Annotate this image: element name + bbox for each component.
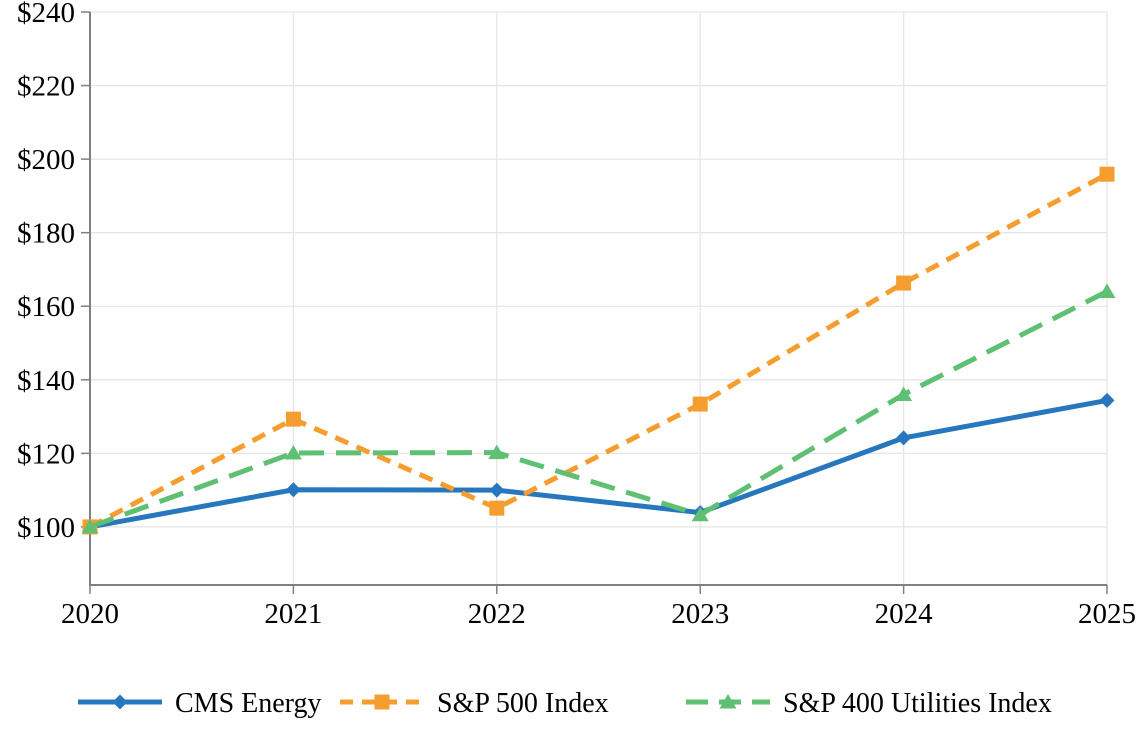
series-marker-s-p-500-index [489, 500, 505, 516]
x-tick-label: 2022 [468, 598, 526, 630]
y-tick-label: $120 [17, 438, 75, 470]
y-tick-label: $200 [17, 144, 75, 176]
series-marker-cms-energy [896, 430, 912, 446]
series-marker-s-p-400-utilities-index [1098, 283, 1116, 299]
y-tick-label: $240 [17, 0, 75, 29]
x-tick-label: 2024 [875, 598, 934, 630]
legend-label-cms-energy: CMS Energy [175, 688, 322, 719]
series-marker-s-p-400-utilities-index [691, 506, 709, 522]
y-tick-label: $160 [17, 291, 75, 323]
legend-item-s-p-500-index: S&P 500 Index [340, 688, 609, 719]
legend-marker-diamond [112, 694, 128, 710]
series-marker-cms-energy [1099, 392, 1115, 408]
series-marker-cms-energy [489, 482, 505, 498]
legend-item-s-p-400-utilities-index: S&P 400 Utilities Index [686, 688, 1052, 719]
legend-marker-triangle [719, 694, 737, 709]
legend-label-s-p-500-index: S&P 500 Index [437, 688, 609, 719]
x-tick-label: 2025 [1078, 598, 1136, 630]
series-line-cms-energy [89, 397, 1108, 530]
x-tick-label: 2021 [264, 598, 322, 630]
y-tick-label: $140 [17, 365, 75, 397]
series-marker-s-p-400-utilities-index [488, 444, 506, 460]
y-tick-label: $100 [17, 512, 75, 544]
series-marker-s-p-400-utilities-index [81, 518, 99, 534]
y-tick-label: $220 [17, 71, 75, 103]
series-marker-s-p-500-index [285, 411, 301, 427]
series-marker-s-p-500-index [896, 275, 912, 291]
series-line-s-p-400-utilities-index [89, 289, 1109, 530]
x-tick-label: 2023 [671, 598, 729, 630]
legend-marker-square [374, 694, 390, 710]
legend-label-s-p-400-utilities-index: S&P 400 Utilities Index [783, 688, 1052, 719]
series-marker-cms-energy [285, 482, 301, 498]
series-marker-s-p-400-utilities-index [284, 444, 302, 460]
series-marker-s-p-500-index [692, 396, 708, 412]
y-tick-label: $180 [17, 218, 75, 250]
series-marker-s-p-500-index [1099, 166, 1115, 182]
x-tick-label: 2020 [61, 598, 119, 630]
legend-item-cms-energy: CMS Energy [78, 688, 322, 719]
series-marker-s-p-400-utilities-index [895, 386, 913, 402]
series-line-s-p-500-index [88, 171, 1109, 530]
